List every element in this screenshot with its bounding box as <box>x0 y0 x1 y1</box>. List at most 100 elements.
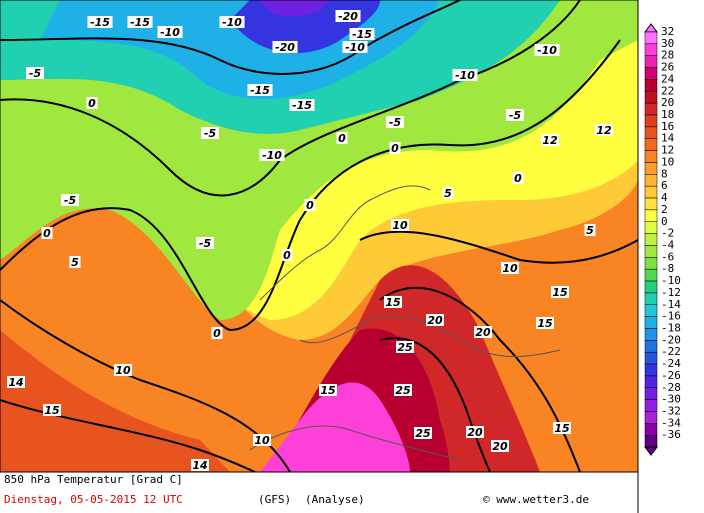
contour-label-box <box>7 376 25 388</box>
colorbar-label: -22 <box>661 345 681 358</box>
colorbar-label: 30 <box>661 37 674 50</box>
colorbar-label: 28 <box>661 49 674 62</box>
colorbar-label: -4 <box>661 238 675 251</box>
colorbar-swatch <box>644 268 658 282</box>
colorbar-swatch <box>644 102 658 116</box>
colorbar-swatch <box>644 43 658 56</box>
colorbar-label: -32 <box>661 405 681 418</box>
colorbar-arrow-bottom <box>644 446 658 456</box>
contour-label: -20 <box>338 10 358 23</box>
contour-label-box <box>281 249 293 261</box>
contour-label-box <box>541 134 559 146</box>
contour-label-box <box>26 67 44 79</box>
colorbar-swatch <box>644 316 658 329</box>
colorbar-swatch <box>644 209 658 223</box>
field-magenta <box>260 382 410 472</box>
contour-label: 25 <box>415 427 431 440</box>
footer-title: 850 hPa Temperatur [Grad C] <box>4 473 183 486</box>
colorbar-label: -6 <box>661 250 674 263</box>
contour-label: 12 <box>596 124 612 137</box>
colorbar-swatch <box>644 31 658 45</box>
colorbar-label: -36 <box>661 428 681 441</box>
contour-label: 15 <box>385 296 401 309</box>
colorbar-swatch <box>644 375 658 389</box>
colorbar-swatch <box>644 162 658 175</box>
colorbar-swatch <box>644 304 658 317</box>
contour-label-box <box>211 327 223 339</box>
colorbar-label: -28 <box>661 381 681 394</box>
contour-label: -10 <box>345 41 365 54</box>
colorbar-swatch <box>644 55 658 68</box>
contour-label-box <box>396 341 414 353</box>
contour-label-box <box>474 326 492 338</box>
colorbar: 32302826242220181614121086420-2-4-6-8-10… <box>644 23 681 456</box>
colorbar-swatch <box>644 150 658 163</box>
colorbar-swatch <box>644 292 658 306</box>
field-orange-red <box>0 330 230 472</box>
map-field <box>0 0 638 472</box>
contour-label-box <box>551 286 569 298</box>
contour-label: 0 <box>283 249 291 262</box>
contour-label: 0 <box>43 227 51 240</box>
footer-date: Dienstag, 05-05-2015 12 UTC <box>4 493 183 506</box>
contour-label: 25 <box>395 384 411 397</box>
contour-line <box>379 337 491 472</box>
colorbar-label: -14 <box>661 298 681 311</box>
colorbar-swatch <box>644 185 658 199</box>
contour-label: -5 <box>199 237 212 250</box>
contour-label: -5 <box>29 67 42 80</box>
contour-line <box>359 230 638 264</box>
colorbar-label: 8 <box>661 167 668 180</box>
contour-label: 0 <box>213 327 221 340</box>
contour-label: -15 <box>352 28 372 41</box>
colorbar-label: -16 <box>661 310 681 323</box>
colorbar-label: 0 <box>661 215 668 228</box>
colorbar-swatch <box>644 138 658 151</box>
contour-label: 20 <box>467 426 483 439</box>
colorbar-swatch <box>644 387 658 400</box>
footer-model: (GFS) <box>258 493 291 506</box>
contour-label: -5 <box>204 127 217 140</box>
contour-label: 0 <box>306 199 314 212</box>
colorbar-label: 18 <box>661 108 674 121</box>
contour-label: 0 <box>514 172 522 185</box>
contour-line <box>0 299 291 472</box>
contour-label: 20 <box>475 326 491 339</box>
contour-label: -15 <box>250 84 270 97</box>
colorbar-swatch <box>644 257 658 270</box>
contour-label: 15 <box>554 422 570 435</box>
contour-label: 20 <box>427 314 443 327</box>
contour-label-box <box>86 97 98 109</box>
contour-label-box <box>414 427 432 439</box>
footer-credit: © www.wetter3.de <box>483 493 589 506</box>
contour-label: -10 <box>455 69 475 82</box>
contour-label-box <box>389 142 401 154</box>
contour-label: 15 <box>320 384 336 397</box>
colorbar-label: -30 <box>661 393 681 406</box>
contour-label: -5 <box>509 109 522 122</box>
contour-label: 15 <box>537 317 553 330</box>
colorbar-label: 10 <box>661 155 674 168</box>
colorbar-swatch <box>644 399 658 412</box>
colorbar-label: -24 <box>661 357 681 370</box>
contour-label: 0 <box>338 132 346 145</box>
contour-label: -15 <box>130 16 150 29</box>
colorbar-label: -20 <box>661 333 681 346</box>
contour-label-box <box>127 16 153 28</box>
colorbar-swatch <box>644 328 658 341</box>
contour-label: -10 <box>537 44 557 57</box>
contour-label-box <box>394 384 412 396</box>
field-purple <box>260 0 330 17</box>
contour-label: 10 <box>254 434 270 447</box>
contour-label-box <box>43 404 61 416</box>
colorbar-swatch <box>644 114 658 128</box>
contour-label-box <box>512 172 524 184</box>
contour-label: -20 <box>275 41 295 54</box>
coastline <box>249 425 461 461</box>
contour-label: -10 <box>222 16 242 29</box>
contour-label-box <box>442 187 454 199</box>
contour-label-box <box>384 296 402 308</box>
contour-label-box <box>304 199 316 211</box>
contour-label: -5 <box>64 194 77 207</box>
contour-label-box <box>501 262 519 274</box>
